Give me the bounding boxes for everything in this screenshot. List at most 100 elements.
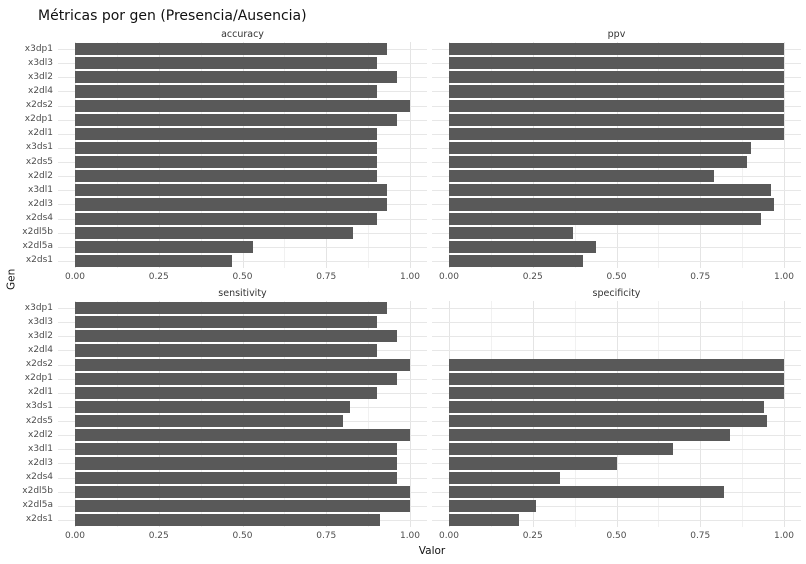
y-tick-label-x2dl3: x2dl3 — [28, 198, 53, 209]
x-tick-label: 0.25 — [148, 531, 169, 541]
gridline-major — [242, 42, 244, 268]
y-tick-label-x2dl1: x2dl1 — [28, 387, 53, 398]
y-tick-label-x3dl1: x3dl1 — [28, 184, 53, 195]
y-tick-label-x3dl1: x3dl1 — [28, 443, 53, 454]
gridline-major — [326, 301, 328, 527]
gridline-major — [410, 301, 411, 527]
bar-specificity-x2dp1 — [449, 372, 784, 385]
bar-sensitivity-x3dl2 — [75, 330, 397, 343]
gridline-major — [700, 42, 702, 268]
bar-sensitivity-x2dl2 — [75, 429, 410, 442]
y-tick-label-x2dl2: x2dl2 — [28, 170, 53, 181]
plot-title: Métricas por gen (Presencia/Ausencia) — [38, 8, 307, 24]
bar-sensitivity-x3ds1 — [75, 400, 350, 413]
bar-sensitivity-x3dp1 — [75, 302, 387, 315]
bar-accuracy-x3ds1 — [75, 141, 377, 154]
y-tick-label-x2dl5a: x2dl5a — [22, 241, 53, 252]
x-tick-label: 0.50 — [606, 531, 627, 541]
gridline-minor — [490, 301, 492, 527]
gridline-major — [242, 301, 244, 527]
gridline-row — [432, 322, 801, 324]
bar-ppv-x2dl2 — [449, 170, 714, 183]
bar-accuracy-x2ds1 — [75, 254, 233, 267]
y-tick-label-x2dl2: x2dl2 — [28, 429, 53, 440]
facet-strip-accuracy: accuracy — [221, 29, 264, 40]
y-tick-label-x2dp1: x2dp1 — [24, 114, 53, 125]
y-tick-label-x3dl2: x3dl2 — [28, 330, 53, 341]
gridline-minor — [490, 42, 492, 268]
x-tick-label: 1.00 — [773, 531, 795, 541]
gridline-row — [432, 350, 801, 352]
gridline-major — [616, 301, 618, 527]
gridline-minor — [200, 301, 202, 527]
x-tick-label: 0.25 — [522, 272, 543, 282]
bar-specificity-x2ds2 — [449, 358, 784, 371]
gridline-minor — [368, 42, 370, 268]
bar-sensitivity-x2dl5b — [75, 485, 410, 498]
gridline-minor — [742, 42, 744, 268]
gridline-minor — [742, 301, 744, 527]
gridline-minor — [284, 42, 286, 268]
bar-sensitivity-x2dl1 — [75, 386, 377, 399]
bar-specificity-x2dl3 — [449, 457, 617, 470]
x-tick-label: 0.25 — [522, 531, 543, 541]
gridline-row — [432, 505, 801, 507]
y-tick-label-x2dl5b: x2dl5b — [22, 227, 53, 238]
bar-sensitivity-x2dl4 — [75, 344, 377, 357]
y-tick-label-x2dp1: x2dp1 — [24, 373, 53, 384]
bar-specificity-x2ds1 — [449, 513, 520, 526]
bar-accuracy-x3dl3 — [75, 57, 377, 70]
bar-ppv-x2dp1 — [449, 113, 784, 126]
bar-sensitivity-x2dl3 — [75, 457, 397, 470]
bar-ppv-x3dl2 — [449, 71, 784, 84]
x-axis-title: Valor — [418, 545, 446, 557]
gridline-row — [432, 336, 801, 338]
gridline-minor — [574, 301, 576, 527]
gridline-row — [432, 463, 801, 465]
x-tick-label: 0.75 — [690, 272, 711, 282]
bar-specificity-x2dl5a — [449, 499, 537, 512]
y-axis-title: Gen — [5, 268, 18, 290]
gridline-row — [432, 260, 801, 262]
facet-strip-ppv: ppv — [607, 29, 626, 40]
y-tick-label-x3ds1: x3ds1 — [25, 401, 53, 412]
gridline-minor — [658, 42, 660, 268]
facet-panel-specificity — [432, 301, 801, 527]
bar-ppv-x2ds1 — [449, 254, 583, 267]
gridline-major — [158, 301, 160, 527]
y-tick-label-x2dl5a: x2dl5a — [22, 500, 53, 511]
gridline-row — [58, 260, 427, 262]
bar-sensitivity-x2dl5a — [75, 499, 410, 512]
bar-ppv-x2ds2 — [449, 99, 784, 112]
gridline-row — [432, 246, 801, 248]
gridline-major — [532, 42, 534, 268]
gridline-major — [158, 42, 160, 268]
gridline-minor — [284, 301, 286, 527]
bar-specificity-x2dl5b — [449, 485, 724, 498]
bar-accuracy-x3dp1 — [75, 43, 387, 56]
facet-strip-specificity: specificity — [592, 288, 641, 299]
gridline-minor — [116, 42, 118, 268]
gridline-major — [410, 42, 411, 268]
x-tick-label: 0.75 — [316, 531, 337, 541]
bar-ppv-x2dl3 — [449, 198, 774, 211]
bar-specificity-x2dl2 — [449, 429, 731, 442]
x-tick-label: 0.00 — [64, 272, 86, 282]
gridline-minor — [658, 301, 660, 527]
gridline-row — [432, 477, 801, 479]
x-tick-label: 0.50 — [232, 531, 253, 541]
y-tick-label-x3dp1: x3dp1 — [24, 302, 53, 313]
bar-ppv-x2dl1 — [449, 127, 784, 140]
x-tick-label: 0.50 — [232, 272, 253, 282]
x-tick-label: 0.50 — [606, 272, 627, 282]
bar-sensitivity-x2ds5 — [75, 415, 343, 428]
bar-sensitivity-x2dp1 — [75, 372, 397, 385]
bar-ppv-x2dl5b — [449, 226, 573, 239]
bar-specificity-x2ds5 — [449, 415, 768, 428]
gridline-major — [449, 301, 450, 527]
y-tick-label-x2dl5b: x2dl5b — [22, 486, 53, 497]
bar-specificity-x2dl1 — [449, 386, 784, 399]
gridline-major — [784, 301, 785, 527]
bar-accuracy-x2dl5a — [75, 240, 253, 253]
